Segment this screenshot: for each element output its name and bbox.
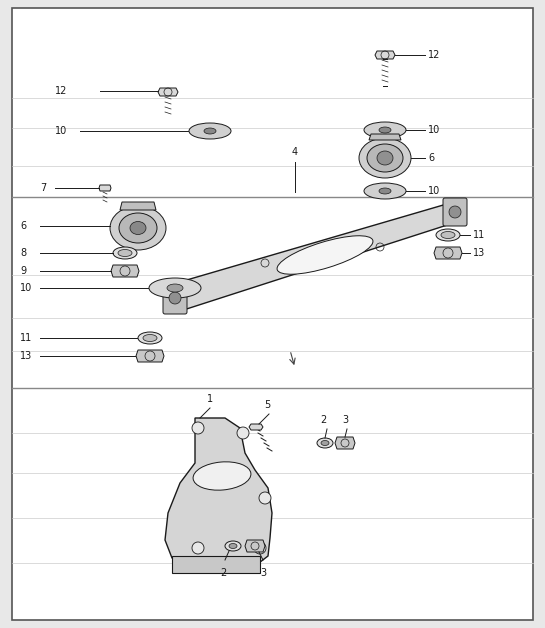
Polygon shape [369, 134, 401, 140]
Ellipse shape [149, 278, 201, 298]
Circle shape [259, 492, 271, 504]
Text: 3: 3 [342, 415, 348, 425]
Text: 2: 2 [320, 415, 326, 425]
Ellipse shape [379, 127, 391, 133]
Text: 5: 5 [264, 400, 270, 410]
Polygon shape [172, 556, 260, 573]
Text: 7: 7 [40, 183, 46, 193]
Polygon shape [136, 350, 164, 362]
Text: 1: 1 [207, 394, 213, 404]
Ellipse shape [317, 438, 333, 448]
Text: 4: 4 [292, 147, 298, 157]
FancyBboxPatch shape [163, 282, 187, 314]
Text: 10: 10 [55, 126, 67, 136]
Text: 2: 2 [220, 568, 226, 578]
Text: 12: 12 [428, 50, 440, 60]
Ellipse shape [118, 249, 132, 256]
Circle shape [449, 206, 461, 218]
Circle shape [254, 542, 266, 554]
Polygon shape [249, 424, 263, 430]
Text: 10: 10 [428, 186, 440, 196]
Ellipse shape [119, 213, 157, 243]
Text: 6: 6 [428, 153, 434, 163]
Text: 10: 10 [20, 283, 32, 293]
Polygon shape [158, 88, 178, 96]
Polygon shape [245, 540, 265, 552]
Text: 9: 9 [20, 266, 26, 276]
Text: 13: 13 [473, 248, 485, 258]
Ellipse shape [193, 462, 251, 490]
Circle shape [237, 427, 249, 439]
Ellipse shape [229, 543, 237, 548]
Polygon shape [120, 202, 156, 210]
Ellipse shape [441, 232, 455, 239]
Ellipse shape [364, 183, 406, 199]
Text: 6: 6 [20, 221, 26, 231]
Polygon shape [335, 437, 355, 449]
Ellipse shape [130, 222, 146, 234]
Ellipse shape [367, 144, 403, 172]
Text: 12: 12 [55, 86, 68, 96]
Text: 10: 10 [428, 125, 440, 135]
Ellipse shape [379, 188, 391, 194]
Ellipse shape [377, 151, 393, 165]
Ellipse shape [359, 138, 411, 178]
Ellipse shape [110, 206, 166, 250]
Ellipse shape [204, 128, 216, 134]
Circle shape [169, 292, 181, 304]
Ellipse shape [113, 247, 137, 259]
Polygon shape [165, 418, 272, 570]
FancyBboxPatch shape [443, 198, 467, 226]
Ellipse shape [138, 332, 162, 344]
Circle shape [192, 542, 204, 554]
Ellipse shape [225, 541, 241, 551]
Ellipse shape [189, 123, 231, 139]
Ellipse shape [277, 236, 373, 274]
Polygon shape [171, 202, 458, 311]
Ellipse shape [436, 229, 460, 241]
Text: 11: 11 [20, 333, 32, 343]
Polygon shape [99, 185, 111, 191]
Polygon shape [375, 51, 395, 59]
Text: 13: 13 [20, 351, 32, 361]
Text: 11: 11 [473, 230, 485, 240]
Ellipse shape [167, 284, 183, 292]
Text: 8: 8 [20, 248, 26, 258]
Ellipse shape [364, 122, 406, 138]
Polygon shape [434, 247, 462, 259]
Text: 3: 3 [260, 568, 266, 578]
Ellipse shape [321, 440, 329, 445]
Polygon shape [111, 265, 139, 277]
Circle shape [192, 422, 204, 434]
Ellipse shape [143, 335, 157, 342]
